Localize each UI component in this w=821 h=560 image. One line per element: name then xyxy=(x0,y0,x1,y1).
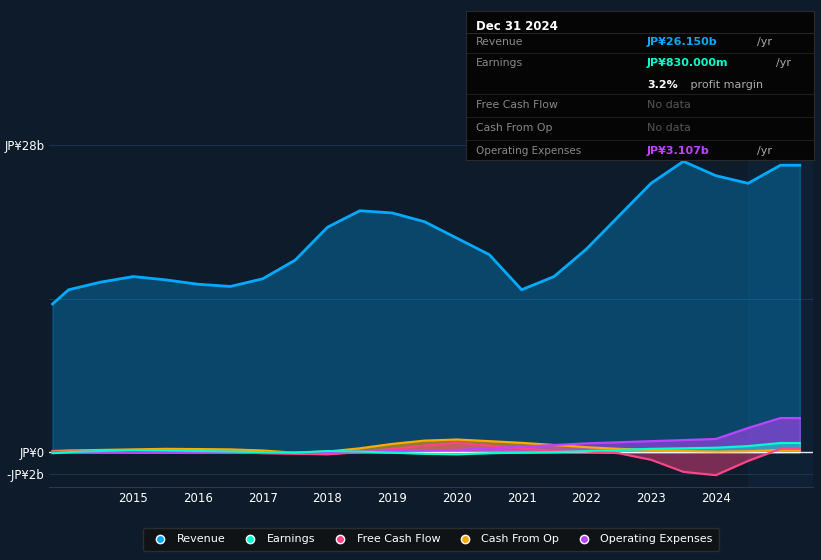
Text: profit margin: profit margin xyxy=(687,80,764,90)
Text: No data: No data xyxy=(647,100,690,110)
Text: No data: No data xyxy=(647,123,690,133)
Text: /yr: /yr xyxy=(757,146,772,156)
Text: /yr: /yr xyxy=(757,37,772,47)
Text: Cash From Op: Cash From Op xyxy=(476,123,553,133)
Text: Revenue: Revenue xyxy=(476,37,524,47)
Text: Dec 31 2024: Dec 31 2024 xyxy=(476,20,557,33)
Legend: Revenue, Earnings, Free Cash Flow, Cash From Op, Operating Expenses: Revenue, Earnings, Free Cash Flow, Cash … xyxy=(143,528,719,551)
Text: Earnings: Earnings xyxy=(476,58,523,68)
Text: Free Cash Flow: Free Cash Flow xyxy=(476,100,557,110)
Text: 3.2%: 3.2% xyxy=(647,80,677,90)
Text: JP¥3.107b: JP¥3.107b xyxy=(647,146,709,156)
Text: JP¥830.000m: JP¥830.000m xyxy=(647,58,728,68)
Text: JP¥26.150b: JP¥26.150b xyxy=(647,37,718,47)
Text: Operating Expenses: Operating Expenses xyxy=(476,146,581,156)
Bar xyxy=(748,112,813,487)
Text: /yr: /yr xyxy=(776,58,791,68)
